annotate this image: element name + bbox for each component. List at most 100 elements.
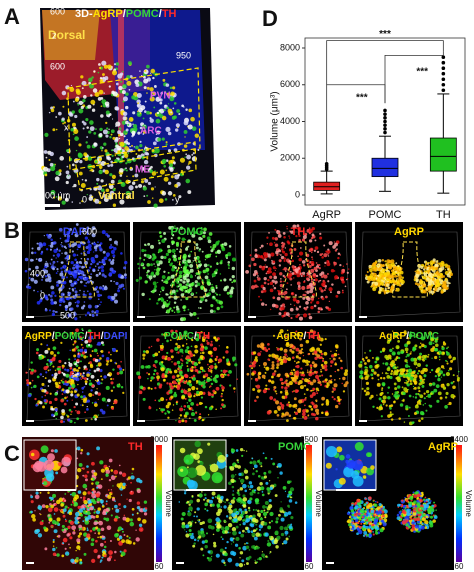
cell (100, 105, 103, 107)
cell (62, 280, 67, 285)
cell (225, 257, 228, 260)
cell (198, 391, 204, 396)
cell (448, 369, 450, 372)
cell (139, 126, 143, 130)
cell (272, 266, 276, 270)
cell (319, 236, 323, 240)
cell (191, 377, 193, 379)
cell (99, 357, 102, 360)
cell (48, 467, 52, 471)
cell (321, 282, 326, 287)
cell (176, 360, 181, 365)
cell (135, 83, 140, 87)
cell (413, 374, 418, 379)
cell (287, 494, 289, 496)
cell (223, 373, 226, 376)
cell (91, 310, 94, 313)
cell (431, 382, 436, 386)
cell (376, 394, 378, 396)
cell (194, 393, 196, 395)
cell (260, 255, 263, 259)
cell (371, 377, 374, 380)
cell (335, 350, 338, 352)
cell (145, 350, 150, 354)
cell (275, 520, 279, 524)
cell (166, 382, 169, 385)
cell (287, 241, 291, 245)
cell (213, 310, 216, 313)
cell (63, 315, 66, 319)
cell (151, 197, 154, 199)
cell (165, 404, 170, 409)
cell (110, 244, 113, 246)
cell (123, 135, 126, 138)
cell (251, 367, 254, 370)
cell (423, 392, 426, 395)
cell (198, 535, 202, 539)
cell (61, 456, 71, 467)
cell (311, 251, 313, 254)
cell (215, 286, 218, 289)
cell (126, 122, 132, 128)
cell (366, 271, 369, 274)
cell (194, 344, 198, 349)
cell (70, 275, 72, 278)
cell (185, 361, 189, 365)
cell (82, 372, 85, 375)
cell (40, 343, 43, 346)
cell (257, 275, 259, 277)
roi (67, 67, 201, 171)
cell (303, 393, 306, 395)
cell (398, 284, 402, 287)
cell (130, 490, 133, 493)
cell (384, 260, 387, 263)
cell (94, 358, 99, 363)
cell (387, 386, 391, 389)
cell (225, 350, 229, 354)
cell (62, 497, 65, 500)
cell (207, 392, 212, 397)
cell (127, 476, 131, 480)
cell (178, 417, 181, 419)
cell (186, 381, 190, 385)
cell (187, 163, 190, 165)
cell (91, 482, 94, 485)
cell (265, 272, 268, 275)
cell (152, 255, 157, 260)
cell (216, 306, 220, 311)
cell (65, 265, 67, 268)
label-part: POMC (55, 331, 85, 342)
cell (48, 274, 51, 277)
cell (224, 501, 227, 504)
cell (440, 290, 444, 294)
cell (86, 452, 90, 456)
cell (60, 415, 64, 420)
cell (117, 289, 121, 293)
cell (311, 371, 315, 375)
cell (418, 419, 421, 423)
cell (306, 272, 309, 275)
cell (229, 294, 233, 298)
cell (108, 478, 112, 482)
cell (204, 259, 207, 261)
cell (39, 401, 43, 405)
cell (56, 390, 58, 392)
cell (81, 87, 84, 90)
axis-text: 400 (30, 268, 45, 278)
cell (177, 382, 181, 385)
cell (128, 117, 134, 122)
cell (273, 388, 276, 391)
cell (183, 404, 187, 408)
cell (276, 253, 279, 257)
cell (73, 496, 78, 501)
cell (116, 383, 121, 388)
cell (69, 366, 73, 370)
cell (325, 306, 329, 310)
cell (257, 376, 261, 380)
cell (44, 269, 49, 274)
cell (143, 253, 147, 257)
cell (210, 249, 214, 253)
cell (99, 542, 104, 547)
cell (414, 396, 418, 399)
cell (178, 364, 180, 366)
